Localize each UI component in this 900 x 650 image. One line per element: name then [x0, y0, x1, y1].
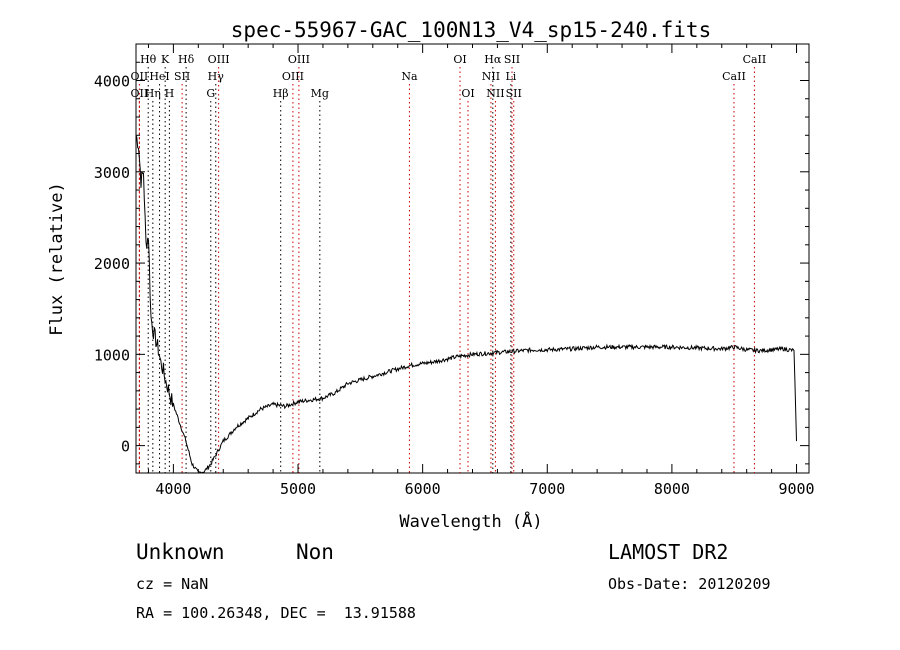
spectrum-line — [135, 135, 797, 474]
line-label: OIII — [208, 53, 230, 66]
x-tick-label: 4000 — [155, 480, 191, 498]
line-label: SII — [504, 53, 520, 66]
line-label: CaII — [743, 53, 767, 66]
line-label: OI — [453, 53, 466, 66]
line-label: OIII — [282, 70, 304, 83]
line-label: OI — [461, 87, 474, 100]
line-label: Mg — [311, 87, 329, 100]
x-tick-label: 6000 — [405, 480, 441, 498]
line-label: HeI — [149, 70, 169, 83]
y-tick-label: 2000 — [94, 255, 130, 273]
line-label: Hθ — [140, 53, 157, 66]
line-label: Hη — [145, 87, 161, 100]
line-label: Hβ — [273, 87, 289, 100]
x-tick-label: 8000 — [654, 480, 690, 498]
x-tick-label: 9000 — [778, 480, 814, 498]
x-tick-label: 5000 — [280, 480, 316, 498]
y-axis: 0 1000 2000 3000 4000 — [94, 43, 809, 465]
line-label: NII — [482, 70, 500, 83]
chart-title: spec-55967-GAC_100N13_V4_sp15-240.fits — [231, 18, 711, 42]
spectral-line-markers — [138, 67, 755, 473]
line-label: SII — [174, 70, 190, 83]
y-tick-label: 3000 — [94, 164, 130, 182]
obs-date: Obs-Date: 20120209 — [608, 575, 771, 593]
line-label: CaII — [722, 70, 746, 83]
classification-label: Unknown — [136, 540, 225, 564]
line-label: OII — [131, 70, 149, 83]
x-axis-label: Wavelength (Å) — [399, 510, 542, 532]
x-axis: 4000 5000 6000 7000 8000 9000 — [147, 44, 815, 498]
line-label: K — [161, 53, 170, 66]
line-label: H — [165, 87, 175, 100]
y-tick-label: 1000 — [94, 346, 130, 364]
line-label: Hγ — [208, 70, 225, 83]
y-tick-label: 0 — [121, 438, 130, 456]
line-label: Hδ — [178, 53, 195, 66]
plot-frame — [135, 43, 810, 474]
x-tick-label: 7000 — [529, 480, 565, 498]
line-label: OIII — [288, 53, 310, 66]
redshift-value: cz = NaN — [136, 575, 209, 593]
coordinates: RA = 100.26348, DEC = 13.91588 — [136, 604, 416, 622]
survey-label: LAMOST DR2 — [608, 540, 729, 564]
y-axis-label: Flux (relative) — [47, 182, 67, 336]
line-label: Li — [505, 70, 516, 83]
line-label: Hα — [484, 53, 502, 66]
line-label: NII — [486, 87, 504, 100]
subclass-label: Non — [296, 540, 334, 564]
y-tick-label: 4000 — [94, 73, 130, 91]
line-label: Na — [401, 70, 418, 83]
line-label: G — [206, 87, 215, 100]
line-label: SII — [506, 87, 522, 100]
line-label: OII — [131, 87, 149, 100]
